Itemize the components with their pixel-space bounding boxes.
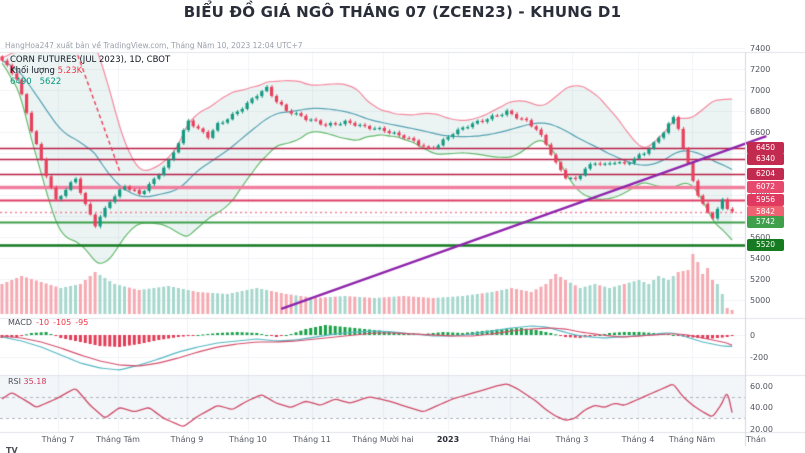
band-values: 6490 5622	[10, 77, 170, 88]
time-tick-label: Tháng 11	[293, 435, 331, 444]
volume-label: Khối lượng	[10, 66, 55, 76]
price-level-badge: 5742	[747, 216, 784, 229]
symbol-name: CORN FUTURES (JUL 2023), 1D, CBOT	[10, 55, 171, 65]
time-tick-label: Tháng Mười hai	[352, 435, 414, 444]
price-tick-label: 5600	[750, 232, 771, 242]
price-level-badge: 6204	[747, 167, 784, 180]
rsi-tick-label: 20.00	[750, 424, 773, 434]
rsi-tick-label: 60.00	[750, 381, 773, 391]
macd-value: -95	[75, 318, 89, 327]
price-level-badge: 5842	[747, 205, 784, 218]
price-tick-label: 5400	[750, 253, 771, 263]
price-tick-label: 6800	[750, 106, 771, 116]
tradingview-logo-partial: TV	[6, 446, 18, 453]
time-tick-label: Tháng 4	[621, 435, 655, 444]
time-tick-label: Tháng 7	[41, 435, 75, 444]
price-tick-label: 5200	[750, 274, 771, 284]
price-level-badge: 6450	[747, 141, 784, 154]
time-tick-label: Tháng 10	[229, 435, 267, 444]
page-title: BIỂU ĐỒ GIÁ NGÔ THÁNG 07 (ZCEN23) - KHUN…	[183, 3, 622, 21]
macd-value: -10	[35, 318, 50, 327]
price-level-badge: 6072	[747, 181, 784, 194]
price-level-badge: 5520	[747, 239, 784, 252]
macd-tick-label: -200	[750, 352, 769, 362]
macd-label: MACD	[8, 318, 32, 327]
time-tick-label: Tháng 3	[555, 435, 589, 444]
time-tick-label: Tháng Năm	[668, 435, 716, 444]
time-tick-label: Tháng Hai	[489, 435, 531, 444]
rsi-legend: RSI 35.18	[8, 377, 46, 386]
macd-tick-label: 0	[750, 330, 756, 340]
volume-value: 5.23K	[57, 66, 83, 76]
macd-value: -105	[53, 318, 72, 327]
publish-watermark: HangHoa247 xuất bản về TradingView.com, …	[5, 41, 303, 50]
price-tick-label: 5000	[750, 295, 771, 305]
price-tick-label: 6600	[750, 127, 771, 137]
time-tick-label: Tháng 9	[170, 435, 204, 444]
time-tick-label: Thán	[746, 435, 766, 444]
rsi-label: RSI	[8, 377, 21, 386]
price-level-badge: 5956	[747, 193, 784, 206]
price-level-badge: 6340	[747, 153, 784, 166]
rsi-value: 35.18	[23, 377, 47, 386]
price-tick-label: 7200	[750, 64, 771, 74]
symbol-legend: CORN FUTURES (JUL 2023), 1D, CBOT Khối l…	[10, 55, 170, 88]
volume-legend: Khối lượng 5.23K	[10, 66, 170, 77]
time-tick-label: Tháng Tám	[96, 435, 140, 444]
time-tick-label: 2023	[436, 435, 460, 444]
macd-legend: MACD -10 -105 -95	[8, 318, 96, 327]
price-tick-label: 7000	[750, 85, 771, 95]
indicator-value: 6490	[10, 77, 32, 87]
price-tick-label: 7400	[750, 43, 771, 53]
indicator-value: 5622	[39, 77, 62, 87]
rsi-tick-label: 40.00	[750, 403, 773, 412]
